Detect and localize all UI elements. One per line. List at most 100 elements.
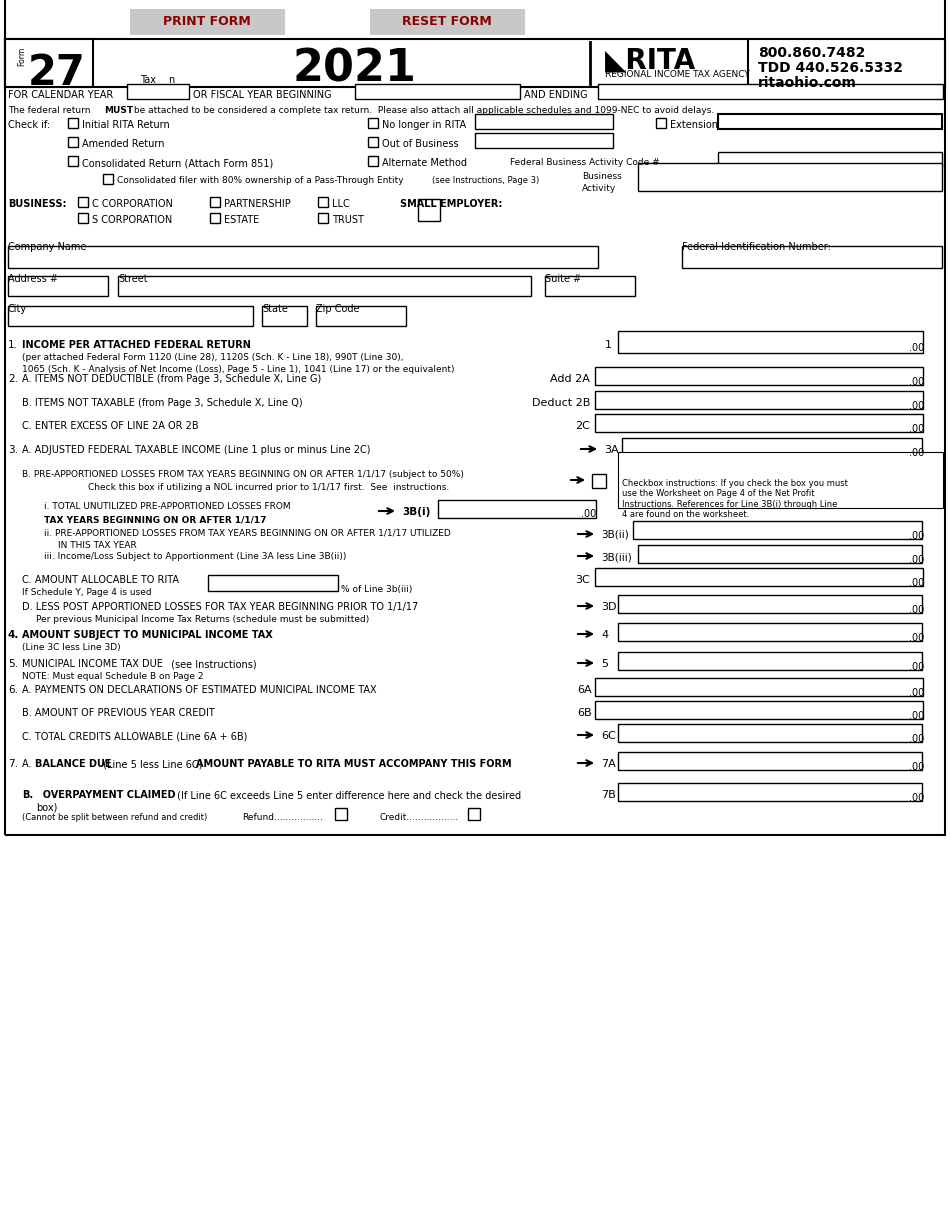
Text: ritaohio.com: ritaohio.com	[758, 76, 857, 90]
Text: Alternate Method: Alternate Method	[382, 157, 467, 169]
Text: Federal Identification Number:: Federal Identification Number:	[682, 242, 831, 252]
Text: .00: .00	[909, 378, 924, 387]
Text: ESTATE: ESTATE	[224, 215, 259, 225]
Text: NOTE: Must equal Schedule B on Page 2: NOTE: Must equal Schedule B on Page 2	[22, 672, 203, 681]
Text: % of Line 3b(iii): % of Line 3b(iii)	[341, 585, 412, 594]
Text: TRUST: TRUST	[332, 215, 364, 225]
Bar	[368, 156, 378, 166]
Text: Add 2A: Add 2A	[550, 374, 590, 384]
Text: TAX YEARS BEGINNING ON OR AFTER 1/1/17: TAX YEARS BEGINNING ON OR AFTER 1/1/17	[44, 515, 267, 524]
Bar	[682, 246, 942, 268]
Bar	[8, 246, 598, 268]
Text: 5.: 5.	[8, 659, 18, 669]
Text: MUST: MUST	[104, 106, 133, 114]
Text: Check this box if utilizing a NOL incurred prior to 1/1/17 first.  See  instruct: Check this box if utilizing a NOL incurr…	[88, 483, 449, 492]
Bar	[438, 501, 596, 518]
Text: Out of Business: Out of Business	[382, 139, 459, 149]
Text: Activity: Activity	[582, 184, 617, 193]
Text: 3D: 3D	[601, 601, 617, 613]
Bar	[130, 9, 285, 34]
Bar	[208, 574, 338, 590]
Text: ◣RITA: ◣RITA	[605, 47, 696, 75]
Bar	[368, 137, 378, 148]
Text: FOR CALENDAR YEAR: FOR CALENDAR YEAR	[8, 90, 113, 100]
Text: n: n	[168, 75, 174, 85]
Bar	[370, 9, 525, 34]
Text: Per previous Municipal Income Tax Returns (schedule must be submitted): Per previous Municipal Income Tax Return…	[36, 615, 370, 624]
Bar	[595, 701, 923, 720]
Text: iii. Income/Loss Subject to Apportionment (Line 3A less Line 3B(ii)): iii. Income/Loss Subject to Apportionmen…	[44, 552, 347, 561]
Text: 27: 27	[28, 52, 86, 93]
Text: Amended Return: Amended Return	[82, 139, 164, 149]
Text: If Schedule Y, Page 4 is used: If Schedule Y, Page 4 is used	[22, 588, 152, 597]
Text: A. PAYMENTS ON DECLARATIONS OF ESTIMATED MUNICIPAL INCOME TAX: A. PAYMENTS ON DECLARATIONS OF ESTIMATED…	[22, 685, 376, 695]
Text: Suite #: Suite #	[545, 274, 581, 284]
Text: Tax: Tax	[140, 75, 156, 85]
Text: .00: .00	[909, 711, 924, 721]
Bar	[118, 276, 531, 296]
Text: (Cannot be split between refund and credit): (Cannot be split between refund and cred…	[22, 813, 207, 822]
Bar	[78, 213, 88, 223]
Bar	[475, 114, 613, 129]
Bar	[5, 39, 93, 87]
Bar	[595, 568, 923, 585]
Text: .00: .00	[909, 605, 924, 615]
Text: .00: .00	[909, 531, 924, 541]
Bar	[633, 522, 922, 539]
Bar	[8, 306, 253, 326]
Text: Consolidated Return (Attach Form 851): Consolidated Return (Attach Form 851)	[82, 157, 274, 169]
Text: (Line 3C less Line 3D): (Line 3C less Line 3D)	[22, 643, 121, 652]
Text: AMOUNT SUBJECT TO MUNICIPAL INCOME TAX: AMOUNT SUBJECT TO MUNICIPAL INCOME TAX	[22, 630, 273, 640]
Bar	[210, 213, 220, 223]
Text: No longer in RITA: No longer in RITA	[382, 121, 466, 130]
Text: ii. PRE-APPORTIONED LOSSES FROM TAX YEARS BEGINNING ON OR AFTER 1/1/17 UTILIZED: ii. PRE-APPORTIONED LOSSES FROM TAX YEAR…	[44, 528, 450, 538]
Text: TDD 440.526.5332: TDD 440.526.5332	[758, 62, 903, 75]
Text: 3B(ii): 3B(ii)	[601, 529, 629, 539]
Bar	[103, 173, 113, 184]
Text: .00: .00	[909, 734, 924, 744]
Text: box): box)	[36, 802, 57, 812]
Text: .00: .00	[909, 688, 924, 697]
Text: A. ITEMS NOT DEDUCTIBLE (from Page 3, Schedule X, Line G): A. ITEMS NOT DEDUCTIBLE (from Page 3, Sc…	[22, 374, 321, 384]
Text: State: State	[262, 304, 288, 314]
Text: B. PRE-APPORTIONED LOSSES FROM TAX YEARS BEGINNING ON OR AFTER 1/1/17 (subject t: B. PRE-APPORTIONED LOSSES FROM TAX YEARS…	[22, 470, 464, 478]
Bar	[595, 367, 923, 385]
Text: .00: .00	[909, 793, 924, 803]
Text: (see Instructions, Page 3): (see Instructions, Page 3)	[432, 176, 540, 184]
Bar	[318, 197, 328, 207]
Text: 3C: 3C	[576, 574, 590, 585]
Bar	[316, 306, 406, 326]
Text: OVERPAYMENT CLAIMED: OVERPAYMENT CLAIMED	[36, 790, 176, 800]
Text: .00: .00	[909, 424, 924, 434]
Bar	[335, 808, 347, 820]
Text: LLC: LLC	[332, 199, 350, 209]
Bar	[656, 118, 666, 128]
Text: Street: Street	[118, 274, 147, 284]
Bar	[718, 153, 942, 167]
Text: Zip Code: Zip Code	[316, 304, 359, 314]
Text: SMALL EMPLOYER:: SMALL EMPLOYER:	[400, 199, 503, 209]
Text: i. TOTAL UNUTILIZED PRE-APPORTIONED LOSSES FROM: i. TOTAL UNUTILIZED PRE-APPORTIONED LOSS…	[44, 502, 291, 510]
Text: 6A: 6A	[578, 685, 592, 695]
Bar	[475, 133, 613, 148]
Text: 1.: 1.	[8, 339, 18, 351]
Bar	[545, 276, 635, 296]
Text: 6C: 6C	[601, 731, 616, 740]
Text: 6.: 6.	[8, 685, 18, 695]
Text: 6B: 6B	[578, 708, 592, 718]
Bar	[68, 156, 78, 166]
Bar	[718, 114, 942, 129]
Text: (see Instructions): (see Instructions)	[168, 659, 256, 669]
Bar	[262, 306, 307, 326]
Text: 7A: 7A	[601, 759, 616, 769]
Text: 3A: 3A	[604, 445, 618, 455]
Text: 2.: 2.	[8, 374, 18, 384]
Text: C. TOTAL CREDITS ALLOWABLE (Line 6A + 6B): C. TOTAL CREDITS ALLOWABLE (Line 6A + 6B…	[22, 731, 247, 740]
Text: D. LESS POST APPORTIONED LOSSES FOR TAX YEAR BEGINNING PRIOR TO 1/1/17: D. LESS POST APPORTIONED LOSSES FOR TAX …	[22, 601, 418, 613]
Bar	[68, 137, 78, 148]
Text: .00: .00	[909, 578, 924, 588]
Text: 4: 4	[601, 630, 608, 640]
Bar	[78, 197, 88, 207]
Bar	[618, 624, 922, 641]
Bar	[618, 784, 922, 801]
